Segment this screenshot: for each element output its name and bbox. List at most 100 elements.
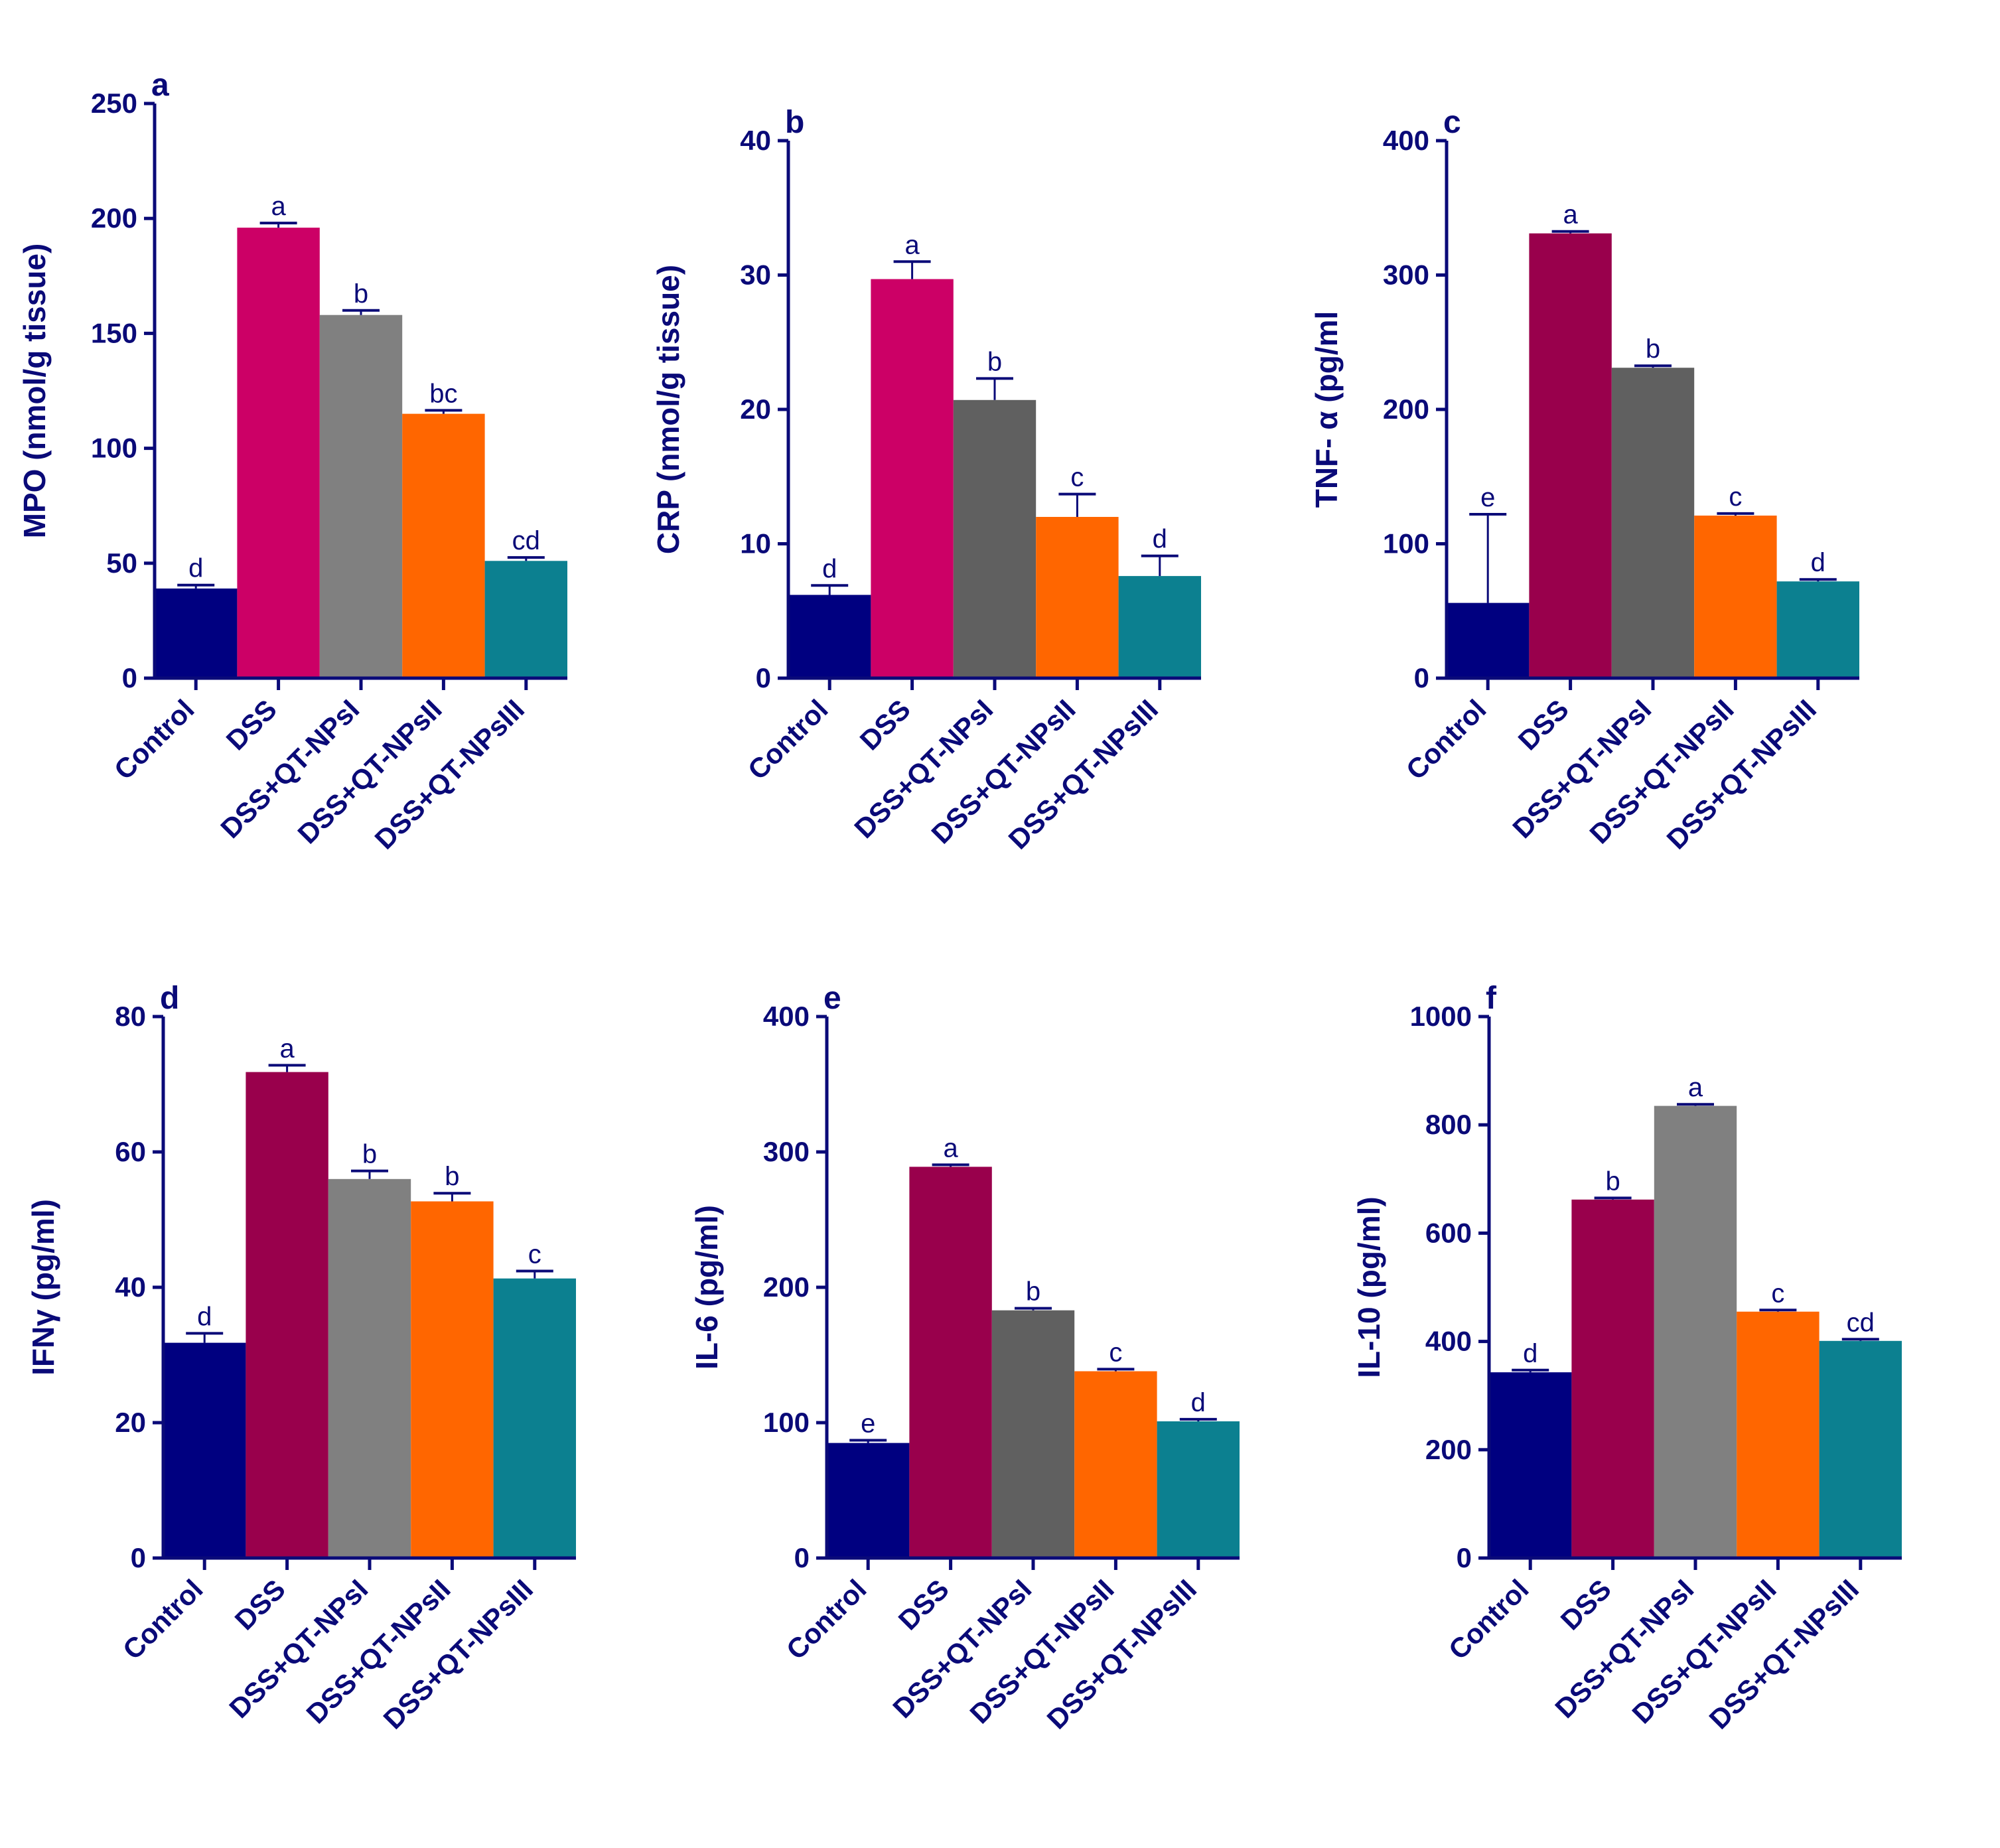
bar-a-4 (484, 561, 567, 678)
panel-letter-f: f (1486, 981, 1497, 1016)
category-label-f-0: Control (1443, 1573, 1535, 1666)
y-tick-label-d-3: 60 (115, 1136, 146, 1167)
y-tick-label-f-0: 0 (1457, 1542, 1472, 1573)
bar-d-0 (163, 1342, 246, 1558)
bar-a-3 (402, 413, 485, 678)
significance-letter-a-4: cd (512, 526, 540, 555)
significance-letter-d-3: b (445, 1162, 459, 1191)
bar-a-2 (319, 315, 403, 678)
panel-letter-e: e (823, 981, 841, 1016)
bar-c-0 (1447, 603, 1530, 678)
bar-b-4 (1118, 576, 1201, 678)
y-tick-label-f-4: 800 (1425, 1109, 1472, 1140)
significance-letter-c-4: d (1811, 548, 1825, 577)
significance-letter-c-2: b (1646, 334, 1660, 364)
category-label-d-4: DSS+QT-NPsIII (377, 1573, 539, 1735)
y-tick-label-d-1: 20 (115, 1407, 146, 1438)
bar-f-0 (1489, 1372, 1572, 1558)
significance-letter-f-0: d (1523, 1339, 1537, 1368)
y-tick-label-f-5: 1000 (1410, 1001, 1472, 1032)
significance-letter-e-1: a (943, 1133, 958, 1163)
y-tick-label-e-4: 400 (763, 1001, 810, 1032)
bar-c-4 (1776, 581, 1859, 678)
y-tick-label-f-2: 400 (1425, 1326, 1472, 1357)
significance-letter-c-3: c (1729, 482, 1742, 512)
y-tick-label-a-4: 200 (91, 202, 137, 234)
significance-letter-d-2: b (362, 1140, 377, 1169)
bar-e-2 (991, 1310, 1075, 1558)
y-axis-title-b: CRP (nmol/g tissue) (651, 265, 685, 554)
y-tick-label-d-4: 80 (115, 1001, 146, 1032)
bar-a-1 (237, 228, 320, 679)
bar-b-3 (1036, 517, 1119, 678)
category-label-e-0: Control (780, 1573, 873, 1666)
y-axis-title-c: TNF- α (pg/ml (1309, 311, 1344, 508)
y-tick-label-c-1: 100 (1383, 528, 1429, 559)
significance-letter-f-4: cd (1847, 1308, 1875, 1337)
bar-e-1 (909, 1167, 992, 1558)
category-label-c-1: DSS (1512, 693, 1575, 756)
category-label-a-3: DSS+QT-NPsII (291, 693, 447, 849)
y-tick-label-b-4: 40 (740, 125, 771, 156)
y-tick-label-c-4: 400 (1383, 125, 1429, 156)
significance-letter-b-3: c (1070, 463, 1084, 492)
significance-letter-d-4: c (528, 1240, 541, 1269)
category-label-c-0: Control (1400, 693, 1492, 786)
category-label-f-3: DSS+QT-NPsII (1626, 1573, 1782, 1729)
category-label-c-3: DSS+QT-NPsII (1583, 693, 1739, 849)
bar-d-2 (328, 1178, 411, 1558)
bar-f-1 (1571, 1199, 1654, 1558)
bar-f-3 (1737, 1311, 1820, 1558)
category-label-a-0: Control (108, 693, 200, 786)
bar-b-2 (953, 399, 1036, 678)
significance-letter-f-3: c (1771, 1279, 1784, 1308)
bar-f-2 (1654, 1105, 1737, 1558)
significance-letter-b-1: a (904, 230, 920, 259)
y-tick-label-e-3: 300 (763, 1136, 810, 1167)
category-label-f-1: DSS (1555, 1573, 1617, 1636)
y-tick-label-c-0: 0 (1414, 662, 1429, 693)
bar-a-0 (155, 588, 238, 678)
panel-letter-c: c (1443, 105, 1461, 140)
panel-letter-d: d (160, 981, 179, 1016)
significance-letter-a-1: a (271, 192, 286, 221)
category-label-b-4: DSS+QT-NPsIII (1002, 693, 1164, 855)
category-label-f-4: DSS+QT-NPsIII (1703, 1573, 1865, 1735)
bar-e-4 (1157, 1421, 1240, 1558)
significance-letter-d-1: a (279, 1034, 295, 1063)
category-label-e-1: DSS (893, 1573, 955, 1636)
bar-d-3 (411, 1201, 494, 1558)
y-tick-label-b-0: 0 (756, 662, 771, 693)
panel-letter-a: a (151, 68, 169, 103)
significance-letter-d-0: d (197, 1302, 212, 1331)
bar-d-4 (493, 1278, 576, 1558)
bar-b-0 (788, 595, 871, 678)
y-axis-title-d: IFNγ (pg/ml) (26, 1199, 60, 1376)
category-label-e-3: DSS+QT-NPsII (964, 1573, 1119, 1729)
category-label-d-0: Control (117, 1573, 209, 1666)
y-tick-label-b-1: 10 (740, 528, 771, 559)
y-tick-label-c-3: 300 (1383, 259, 1429, 291)
significance-letter-b-4: d (1153, 525, 1167, 554)
significance-letter-c-0: e (1480, 483, 1495, 512)
significance-letter-f-2: a (1688, 1073, 1703, 1102)
y-tick-label-c-2: 200 (1383, 393, 1429, 425)
y-tick-label-e-0: 0 (794, 1542, 810, 1573)
significance-letter-e-4: d (1191, 1388, 1206, 1417)
significance-letter-b-0: d (822, 554, 837, 583)
category-label-b-0: Control (742, 693, 834, 786)
significance-letter-a-0: d (188, 554, 203, 583)
category-label-d-1: DSS (229, 1573, 291, 1636)
category-label-d-3: DSS+QT-NPsII (300, 1573, 456, 1729)
significance-letter-b-2: b (987, 347, 1002, 376)
y-tick-label-f-1: 200 (1425, 1434, 1472, 1465)
y-tick-label-d-2: 40 (115, 1271, 146, 1303)
y-tick-label-a-0: 0 (122, 662, 137, 693)
y-tick-label-b-2: 20 (740, 393, 771, 425)
y-axis-title-a: MPO (nmol/g tissue) (17, 244, 52, 539)
